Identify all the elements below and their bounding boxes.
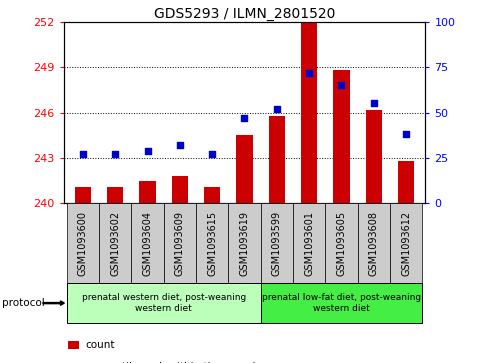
Text: protocol: protocol	[2, 298, 45, 308]
Bar	[139, 181, 155, 203]
Text: percentile rank within the sample: percentile rank within the sample	[85, 362, 261, 363]
Bar	[365, 110, 381, 203]
Point	[111, 151, 119, 157]
Text: GSM1093615: GSM1093615	[207, 211, 217, 276]
Point	[143, 148, 151, 154]
Point	[401, 131, 409, 137]
Text: GSM1093612: GSM1093612	[400, 211, 410, 276]
Text: GSM1093608: GSM1093608	[368, 211, 378, 276]
Point	[176, 142, 183, 148]
Bar	[171, 176, 187, 203]
Bar	[236, 135, 252, 203]
Text: GSM1093600: GSM1093600	[78, 211, 88, 276]
Point	[79, 151, 87, 157]
Point	[208, 151, 216, 157]
Title: GDS5293 / ILMN_2801520: GDS5293 / ILMN_2801520	[154, 7, 334, 21]
Text: count: count	[85, 340, 115, 350]
Point	[369, 101, 377, 106]
Text: GSM1093599: GSM1093599	[271, 211, 281, 276]
Text: GSM1093609: GSM1093609	[175, 211, 184, 276]
Point	[337, 82, 345, 88]
Text: GSM1093604: GSM1093604	[142, 211, 152, 276]
Text: prenatal western diet, post-weaning
western diet: prenatal western diet, post-weaning west…	[81, 293, 245, 313]
Text: GSM1093601: GSM1093601	[304, 211, 313, 276]
Bar	[203, 187, 220, 203]
Bar	[107, 187, 123, 203]
Point	[240, 115, 248, 121]
Text: GSM1093619: GSM1093619	[239, 211, 249, 276]
Bar	[301, 22, 317, 203]
Bar	[333, 70, 349, 203]
Point	[305, 70, 312, 76]
Text: prenatal low-fat diet, post-weaning
western diet: prenatal low-fat diet, post-weaning west…	[262, 293, 420, 313]
Point	[272, 106, 280, 112]
Bar	[397, 161, 413, 203]
Text: GSM1093602: GSM1093602	[110, 211, 120, 276]
Text: GSM1093605: GSM1093605	[336, 211, 346, 276]
Bar	[75, 187, 91, 203]
Bar	[268, 115, 285, 203]
